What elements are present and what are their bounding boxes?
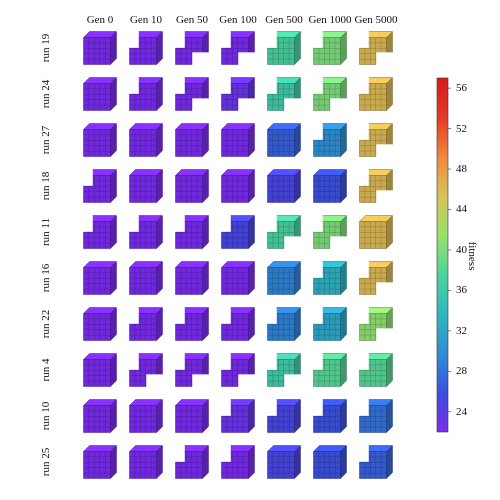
voxel-cube	[358, 398, 394, 434]
voxel-cube	[128, 214, 164, 250]
voxel-cube	[82, 76, 118, 112]
colorbar-gradient	[436, 77, 449, 433]
voxel-cube	[358, 260, 395, 296]
voxel-cube	[312, 214, 349, 250]
voxel-cube	[82, 30, 118, 66]
voxel-cube	[128, 168, 164, 204]
voxel-cube	[312, 122, 348, 158]
voxel-cube	[312, 352, 348, 388]
voxel-cube	[128, 444, 164, 480]
voxel-cube	[82, 352, 118, 388]
voxel-cube	[220, 444, 256, 480]
column-label: Gen 10	[129, 14, 163, 26]
voxel-cube	[266, 122, 302, 158]
voxel-cube	[82, 444, 118, 480]
voxel-cube	[266, 306, 302, 342]
voxel-cube	[174, 260, 210, 296]
colorbar-tick-label: 44	[456, 203, 467, 216]
voxel-cube	[220, 306, 256, 342]
colorbar-tick-label: 36	[456, 284, 467, 297]
voxel-cube	[312, 260, 348, 296]
voxel-cube	[266, 260, 302, 296]
voxel-cube	[128, 122, 164, 158]
colorbar-tick-label: 48	[456, 163, 467, 176]
voxel-cube	[312, 444, 348, 480]
voxel-cube	[128, 398, 164, 434]
voxel-cube	[266, 398, 302, 434]
colorbar-title: fitness	[466, 241, 478, 271]
voxel-cube	[174, 122, 210, 158]
voxel-cube	[82, 168, 118, 204]
voxel-cube	[128, 352, 165, 388]
column-label: Gen 100	[219, 14, 257, 26]
voxel-cube	[82, 398, 118, 434]
voxel-cube	[82, 122, 118, 158]
voxel-cube	[220, 168, 256, 204]
colorbar-tick-label: 28	[456, 365, 467, 378]
voxel-cube	[266, 168, 302, 204]
voxel-cube	[174, 76, 211, 112]
voxel-cube	[174, 398, 210, 434]
voxel-cube	[220, 122, 256, 158]
voxel-cube	[174, 214, 210, 250]
voxel-cube	[312, 76, 349, 112]
voxel-cube	[312, 398, 348, 434]
colorbar-tick-label: 32	[456, 324, 467, 337]
voxel-cube	[174, 30, 211, 66]
colorbar-tick-label: 52	[456, 122, 467, 135]
colorbar-tick-label: 40	[456, 243, 467, 256]
colorbar-tick-label: 56	[456, 82, 467, 95]
voxel-cube	[358, 352, 394, 388]
voxel-cube	[220, 352, 257, 388]
voxel-cube	[358, 444, 394, 480]
voxel-cube	[82, 260, 118, 296]
voxel-cube	[82, 214, 118, 250]
voxel-cube	[266, 352, 303, 388]
voxel-cube	[266, 214, 303, 250]
voxel-cube	[266, 76, 303, 112]
column-label: Gen 1000	[308, 14, 352, 26]
voxel-cube	[266, 30, 302, 66]
voxel-cube	[220, 76, 257, 112]
voxel-cube	[128, 76, 164, 112]
voxel-cube	[82, 306, 118, 342]
voxel-cube	[128, 30, 164, 66]
voxel-cube	[174, 168, 210, 204]
voxel-cube	[128, 306, 164, 342]
voxel-cube	[220, 398, 256, 434]
column-label: Gen 5000	[354, 14, 398, 26]
voxel-cube	[358, 306, 395, 342]
column-label: Gen 500	[265, 14, 303, 26]
column-label: Gen 50	[175, 14, 209, 26]
voxel-cube	[312, 30, 348, 66]
voxel-cube	[220, 260, 256, 296]
voxel-cube	[174, 444, 210, 480]
voxel-cube	[174, 306, 210, 342]
voxel-cube	[358, 122, 395, 158]
voxel-cube	[358, 30, 395, 66]
voxel-cube	[220, 214, 256, 250]
voxel-cube	[358, 168, 395, 204]
voxel-cube	[312, 168, 348, 204]
voxel-cube	[358, 214, 394, 250]
voxel-cube	[174, 352, 211, 388]
voxel-cube	[358, 76, 394, 112]
voxel-cube	[312, 306, 348, 342]
column-label: Gen 0	[86, 14, 114, 26]
voxel-cube	[128, 260, 164, 296]
voxel-cube	[220, 30, 257, 66]
voxel-cube	[266, 444, 302, 480]
colorbar-tick-label: 24	[456, 405, 467, 418]
